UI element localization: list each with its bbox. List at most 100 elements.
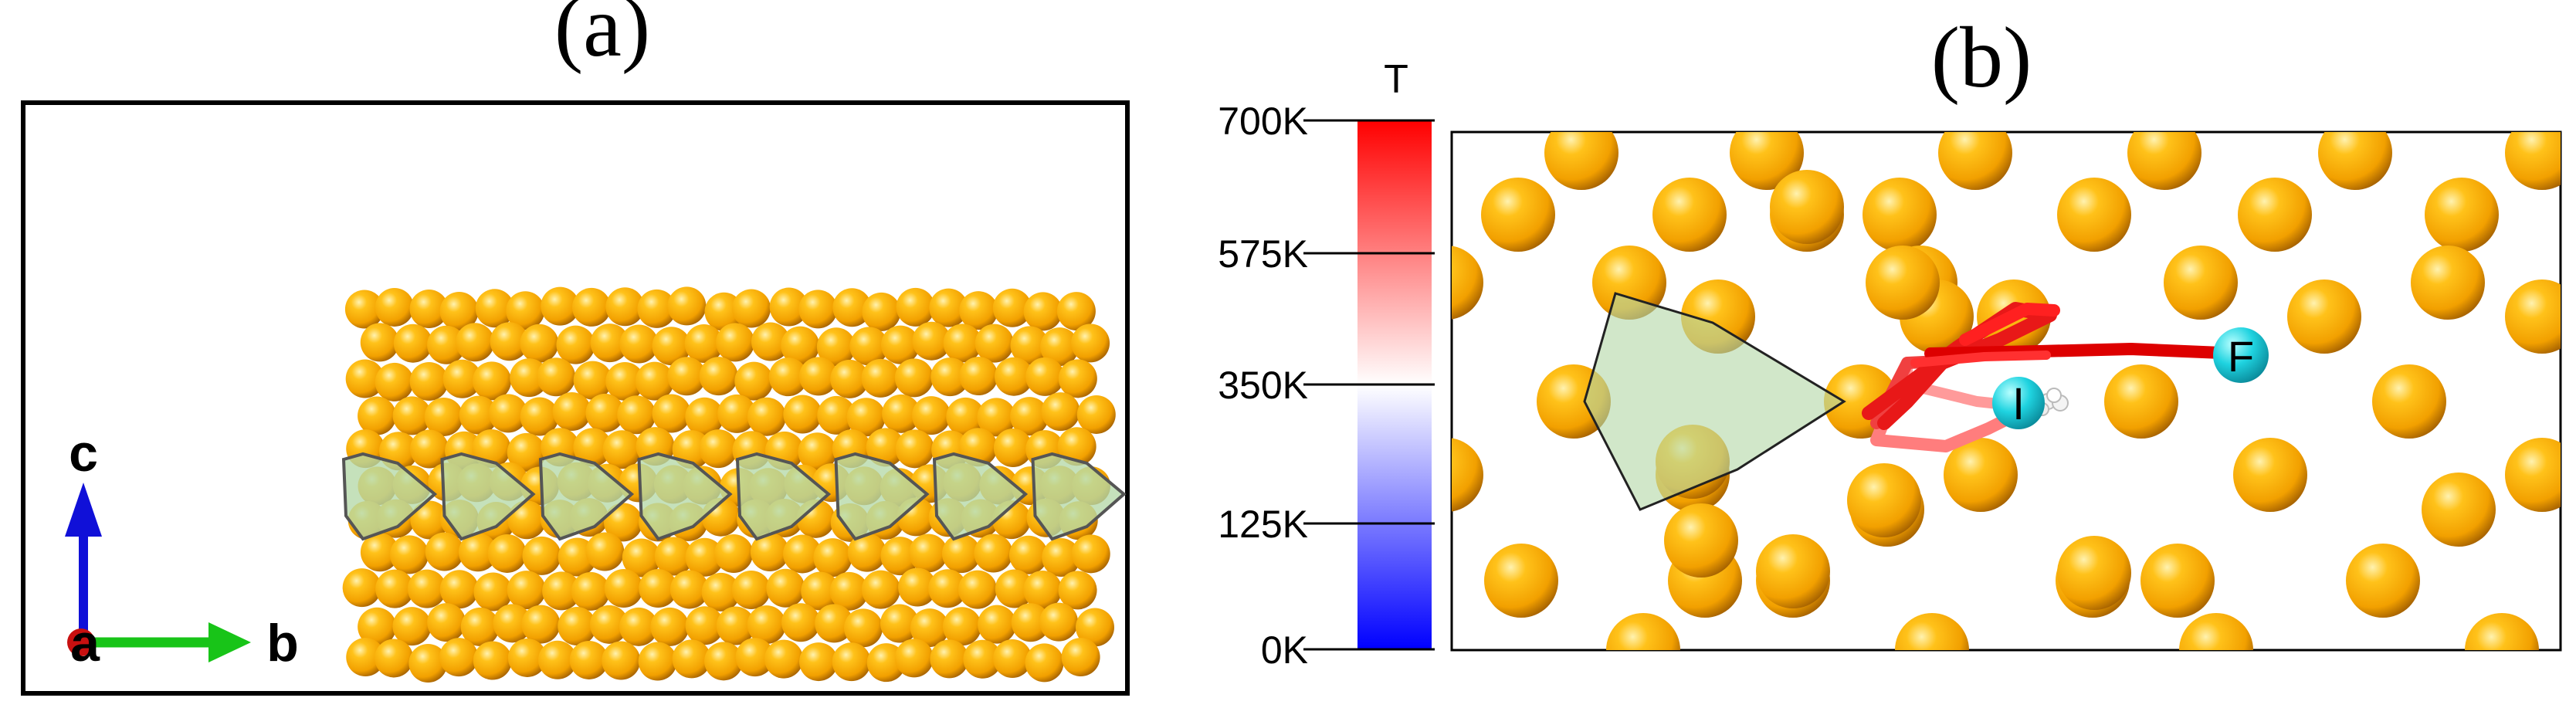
atom <box>2505 132 2561 190</box>
atom <box>799 642 839 682</box>
atom <box>489 394 528 433</box>
atom <box>375 569 415 608</box>
atom <box>1040 327 1080 367</box>
axis-b-arrow <box>208 622 251 662</box>
atom <box>1863 178 1937 252</box>
atom <box>2505 438 2561 512</box>
atom <box>1756 534 1830 608</box>
atom <box>978 605 1017 644</box>
atom <box>442 359 482 398</box>
atom <box>946 397 985 436</box>
marker-final-label: F <box>2228 332 2254 381</box>
atom <box>456 323 495 362</box>
atom <box>2057 536 2131 610</box>
atom <box>521 605 561 644</box>
atom <box>701 572 741 611</box>
panel-a: (a) c a b <box>21 0 1130 696</box>
atom <box>1452 246 1483 320</box>
atom <box>1011 603 1050 642</box>
atom <box>571 571 610 611</box>
atom <box>346 638 385 677</box>
atom <box>541 286 580 326</box>
atom <box>669 570 709 609</box>
atom <box>798 357 838 396</box>
atom <box>1056 292 1096 331</box>
atom <box>714 534 754 573</box>
atom <box>685 397 724 436</box>
atom <box>716 606 755 645</box>
atom <box>556 325 595 364</box>
atom <box>2411 246 2485 320</box>
atom <box>510 358 549 398</box>
atom <box>751 322 790 361</box>
atom <box>360 533 399 572</box>
atom <box>930 357 970 397</box>
atom <box>2425 178 2499 252</box>
atom <box>439 570 479 609</box>
atom <box>589 605 629 644</box>
colorbar-tick-700: 700K <box>1218 100 1308 143</box>
atom <box>424 397 463 436</box>
atom <box>862 292 901 331</box>
atom <box>1061 638 1100 677</box>
atom <box>358 396 397 435</box>
atom <box>408 643 448 683</box>
atom <box>652 394 691 433</box>
atom <box>958 570 998 609</box>
atom <box>1023 570 1063 609</box>
polyhedron <box>538 452 635 541</box>
atom <box>2179 613 2253 650</box>
atom <box>2318 132 2392 190</box>
atom <box>537 357 576 397</box>
atom <box>638 642 677 681</box>
atom <box>1592 246 1666 320</box>
atom <box>750 533 789 572</box>
atom <box>994 357 1033 396</box>
atom <box>685 537 724 577</box>
atom <box>880 604 919 643</box>
atom <box>844 608 883 648</box>
atom <box>2127 132 2201 190</box>
atom <box>425 532 464 571</box>
colorbar-tick-350: 350K <box>1218 364 1308 407</box>
atom <box>684 324 724 364</box>
atom <box>928 569 968 608</box>
atom <box>507 638 547 677</box>
atom <box>375 639 414 678</box>
atom <box>2104 364 2178 439</box>
colorbar-tick-0: 0K <box>1261 628 1308 672</box>
atom <box>360 323 399 362</box>
atom <box>622 538 661 578</box>
colorbar: T 700K 575K 350K 125K 0K <box>1218 57 1435 672</box>
atom <box>717 394 757 433</box>
atom <box>490 322 529 361</box>
atom <box>427 325 466 364</box>
atom <box>781 603 821 642</box>
atom <box>815 604 854 643</box>
atom <box>993 639 1032 678</box>
atom <box>393 324 432 363</box>
atom <box>1023 292 1063 331</box>
atom <box>605 361 645 401</box>
atom <box>427 603 466 642</box>
panel-b-label: (b) <box>1931 10 2032 106</box>
atom <box>493 604 532 643</box>
atom <box>832 288 872 327</box>
atom <box>2164 246 2238 320</box>
colorbar-title: T <box>1384 57 1408 102</box>
colorbar-tick-575: 575K <box>1218 232 1308 276</box>
atom <box>992 288 1032 327</box>
atom <box>1042 538 1081 578</box>
atom <box>639 569 678 608</box>
panel-b: (b) I F <box>1450 10 2562 652</box>
atom <box>1544 132 1618 190</box>
trajectory <box>1862 302 2246 452</box>
atom <box>619 324 659 364</box>
atom <box>832 642 871 682</box>
atom <box>783 534 822 574</box>
atom <box>929 288 968 327</box>
atom <box>1010 326 1049 365</box>
atom <box>439 292 479 331</box>
atom <box>993 429 1032 468</box>
atom <box>764 639 804 679</box>
